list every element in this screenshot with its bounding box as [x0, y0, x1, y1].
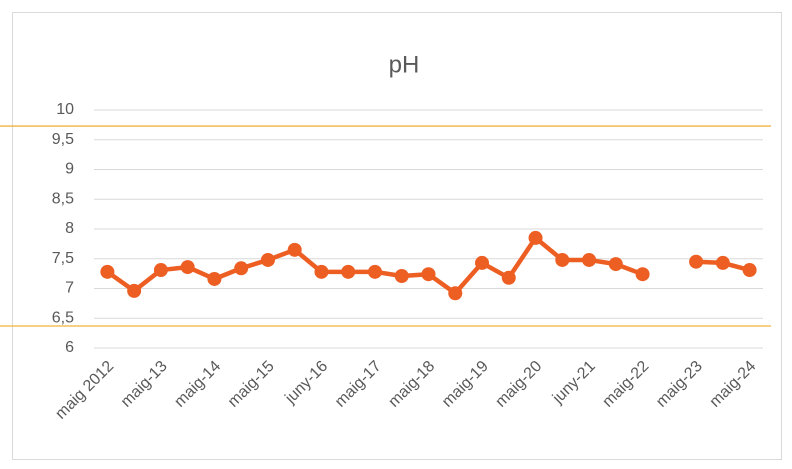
- data-point: [367, 264, 382, 279]
- data-point: [608, 257, 623, 272]
- data-point: [475, 255, 490, 270]
- data-point: [100, 264, 115, 279]
- data-point: [207, 271, 222, 286]
- data-point: [742, 263, 757, 278]
- y-tick-label: 9: [65, 161, 74, 178]
- data-point: [127, 283, 142, 298]
- data-point: [341, 264, 356, 279]
- data-point: [234, 261, 249, 276]
- data-point: [528, 230, 543, 245]
- y-tick-label: 8,5: [52, 190, 74, 207]
- y-tick-label: 10: [56, 101, 74, 118]
- data-point: [582, 252, 597, 267]
- data-point: [180, 260, 195, 275]
- data-point: [421, 267, 436, 282]
- y-tick-label: 9,5: [52, 131, 74, 148]
- data-point: [394, 269, 409, 284]
- data-point: [314, 264, 329, 279]
- y-tick-label: 6: [65, 339, 74, 356]
- data-point: [635, 267, 650, 282]
- data-point: [715, 255, 730, 270]
- data-point: [153, 263, 168, 278]
- y-tick-label: 7: [65, 280, 74, 297]
- chart-title: pH: [389, 51, 420, 78]
- data-point: [448, 286, 463, 301]
- data-point: [689, 254, 704, 269]
- y-tick-label: 6,5: [52, 309, 74, 326]
- y-tick-label: 8: [65, 220, 74, 237]
- data-point: [287, 242, 302, 257]
- data-point: [555, 252, 570, 267]
- y-tick-label: 7,5: [52, 250, 74, 267]
- chart-border: [12, 12, 782, 460]
- data-point: [501, 270, 516, 285]
- data-point: [260, 252, 275, 267]
